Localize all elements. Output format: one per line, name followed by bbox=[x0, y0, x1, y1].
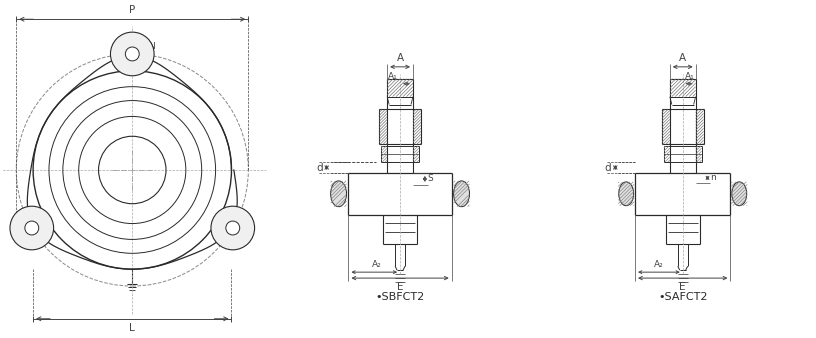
Text: L: L bbox=[130, 323, 135, 333]
Ellipse shape bbox=[454, 181, 469, 207]
Ellipse shape bbox=[24, 221, 38, 235]
Text: A: A bbox=[679, 53, 686, 63]
Text: 3-N: 3-N bbox=[140, 42, 156, 50]
Text: A₂: A₂ bbox=[654, 260, 664, 269]
Text: n: n bbox=[711, 173, 716, 183]
Ellipse shape bbox=[110, 32, 154, 76]
Ellipse shape bbox=[732, 182, 747, 206]
Text: S: S bbox=[428, 174, 433, 184]
Text: d: d bbox=[605, 163, 611, 172]
Text: •SAFCT2: •SAFCT2 bbox=[658, 292, 707, 302]
Text: d: d bbox=[316, 163, 322, 172]
Text: •SBFCT2: •SBFCT2 bbox=[375, 292, 424, 302]
Text: E: E bbox=[680, 282, 686, 292]
Ellipse shape bbox=[226, 221, 240, 235]
Text: E: E bbox=[397, 282, 403, 292]
Ellipse shape bbox=[619, 182, 634, 206]
Text: A₂: A₂ bbox=[371, 260, 381, 269]
Text: A₁: A₁ bbox=[388, 72, 398, 81]
Text: A: A bbox=[397, 53, 404, 63]
Text: P: P bbox=[129, 5, 135, 15]
Ellipse shape bbox=[211, 206, 255, 250]
Ellipse shape bbox=[10, 206, 54, 250]
Ellipse shape bbox=[126, 47, 140, 61]
Text: A₁: A₁ bbox=[685, 72, 694, 81]
Ellipse shape bbox=[330, 181, 347, 207]
